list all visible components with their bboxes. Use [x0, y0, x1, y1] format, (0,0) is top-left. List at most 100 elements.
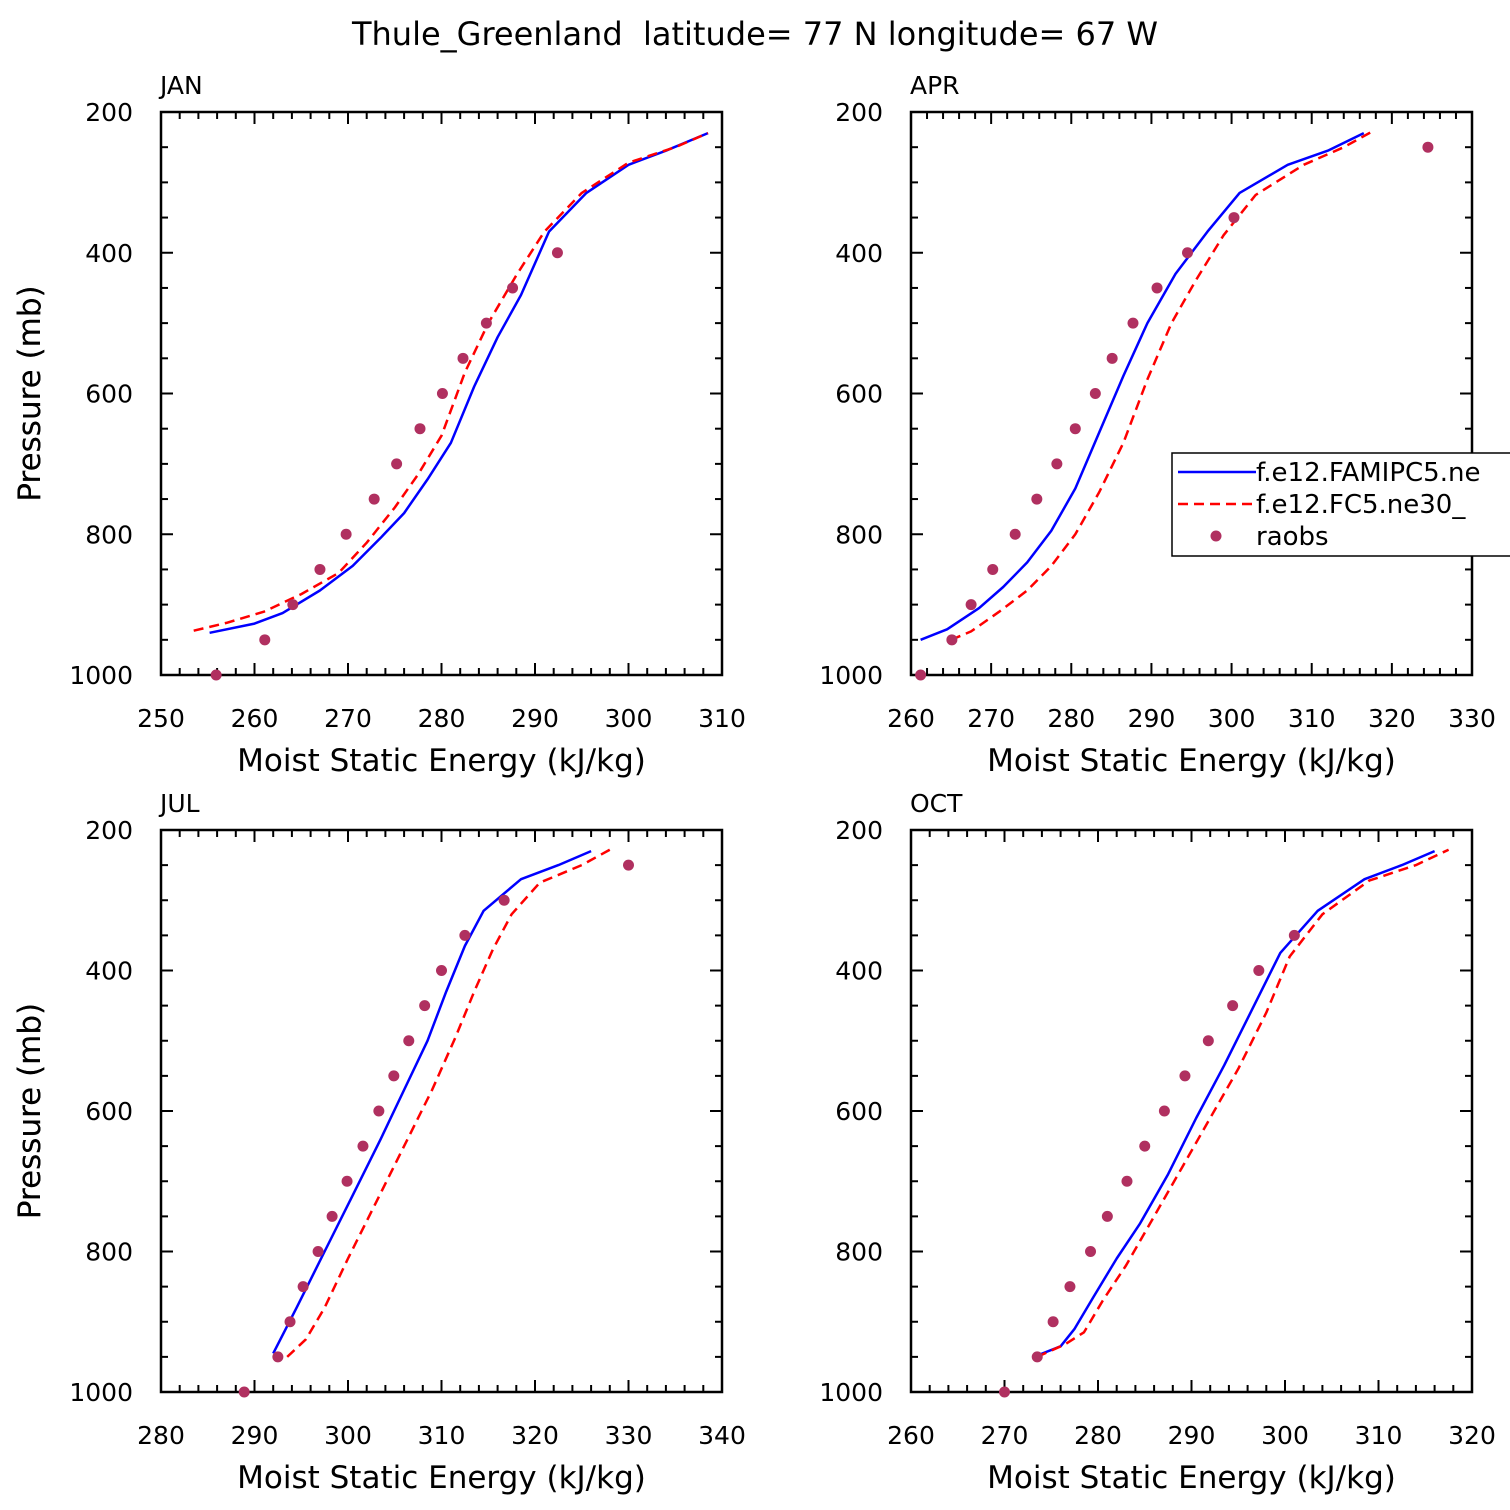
axes: 280 290 300 310 320 330 340 200 400 600 800 1000 Moi… [12, 789, 746, 1496]
series-f-e12-famipc5-ne [272, 849, 592, 1354]
x-tick-label: 260 [231, 704, 279, 733]
panels: 250 260 270 280 290 300 310 200 400 600 800 1000 Moi… [12, 71, 1496, 1496]
data-point [357, 1140, 369, 1152]
data-point [373, 1105, 385, 1117]
data-point [965, 599, 977, 611]
data-point [326, 1210, 338, 1222]
data-point [419, 1000, 431, 1012]
figure-title: Thule_Greenland latitude= 77 N longitude… [351, 15, 1158, 53]
data-point [1127, 317, 1139, 329]
x-tick-label: 280 [1074, 1421, 1122, 1450]
legend-entry: f.e12.FAMIPC5.ne [1178, 458, 1480, 488]
x-tick-label: 300 [1208, 704, 1256, 733]
x-tick-label: 320 [511, 1421, 559, 1450]
data-point [312, 1246, 324, 1257]
x-tick-label: 270 [324, 704, 372, 733]
data-point [368, 493, 380, 505]
data-point [1069, 423, 1081, 435]
x-tick-label: 330 [1448, 704, 1496, 733]
series-f-e12-fc5-ne30- [950, 130, 1373, 641]
y-tick-label: 600 [835, 1097, 883, 1126]
data-point [391, 458, 403, 470]
data-point [1228, 212, 1240, 224]
legend-label: f.e12.FC5.ne30_ [1256, 490, 1466, 520]
data-point [1051, 458, 1063, 470]
panel-jan: 250 260 270 280 290 300 310 200 400 600 800 1000 Moi… [12, 71, 746, 779]
data-point [1106, 352, 1118, 364]
series-line [1036, 848, 1450, 1359]
data-point [999, 1386, 1010, 1398]
data-point [1227, 1000, 1239, 1012]
y-tick-label: 600 [85, 380, 133, 409]
data-point [551, 247, 563, 259]
y-tick-label: 1000 [819, 1378, 883, 1407]
x-axis-label: Moist Static Energy (kJ/kg) [987, 743, 1396, 779]
data-point [341, 1175, 353, 1187]
data-point [1139, 1140, 1151, 1152]
data-point [987, 563, 999, 575]
x-axis-label: Moist Static Energy (kJ/kg) [237, 743, 646, 779]
data-point [1031, 493, 1043, 505]
data-point [1085, 1246, 1097, 1257]
y-tick-label: 600 [85, 1097, 133, 1126]
x-tick-label: 310 [698, 704, 746, 733]
x-tick-label: 300 [1261, 1421, 1309, 1450]
series-line [209, 131, 709, 635]
legend: f.e12.FAMIPC5.nef.e12.FC5.ne30_raobs [1171, 452, 1510, 557]
series-f-e12-famipc5-ne [920, 131, 1365, 641]
x-tick-label: 270 [967, 704, 1015, 733]
panel-title: OCT [910, 789, 963, 818]
x-tick-label: 290 [1168, 1421, 1216, 1450]
panel-title: JUL [158, 789, 200, 818]
data-point [1253, 965, 1265, 976]
x-tick-label: 280 [137, 1421, 185, 1450]
series-f-e12-fc5-ne30- [286, 848, 611, 1358]
panel-title: JAN [158, 71, 203, 100]
data-point [459, 929, 471, 941]
data-point [238, 1386, 250, 1398]
x-tick-label: 310 [1288, 704, 1336, 733]
data-point [1158, 1105, 1170, 1117]
data-point [297, 1281, 309, 1293]
series-line [1036, 849, 1436, 1357]
data-point [1422, 141, 1434, 153]
plot-frame [909, 828, 1474, 1394]
x-tick-label: 340 [698, 1421, 746, 1450]
x-tick-label: 320 [1448, 1421, 1496, 1450]
data-point [1181, 247, 1193, 259]
y-tick-label: 800 [85, 1238, 133, 1267]
y-tick-label: 400 [835, 957, 883, 986]
data-point [284, 1316, 296, 1328]
legend-label: f.e12.FAMIPC5.ne [1256, 458, 1480, 488]
data-point [1179, 1070, 1191, 1082]
x-tick-label: 260 [887, 704, 935, 733]
legend-entry: raobs [1210, 522, 1329, 552]
series-line [272, 849, 592, 1354]
y-tick-label: 800 [85, 520, 133, 549]
series-line [193, 131, 709, 632]
data-point [287, 599, 299, 611]
legend-label: raobs [1256, 522, 1329, 552]
data-point [507, 282, 519, 294]
x-tick-label: 290 [511, 704, 559, 733]
data-point [314, 563, 326, 575]
series-line [920, 131, 1365, 641]
y-axis-label: Pressure (mb) [12, 285, 48, 501]
series-f-e12-famipc5-ne [1036, 849, 1436, 1357]
x-tick-label: 310 [418, 1421, 466, 1450]
y-tick-label: 600 [835, 380, 883, 409]
y-axis-label: Pressure (mb) [12, 1003, 48, 1219]
series-raobs [999, 929, 1300, 1398]
series-f-e12-fc5-ne30- [193, 131, 709, 632]
series-raobs [238, 859, 634, 1398]
data-point [1031, 1351, 1043, 1363]
data-point [623, 859, 634, 871]
data-point [457, 352, 469, 364]
series-raobs [210, 247, 563, 681]
series-line [950, 130, 1373, 641]
x-tick-label: 320 [1368, 704, 1416, 733]
y-axis-label: Pressure (mb) [12, 1003, 48, 1219]
data-point [1202, 1035, 1214, 1047]
legend-marker [1210, 530, 1222, 542]
data-point [436, 965, 447, 976]
